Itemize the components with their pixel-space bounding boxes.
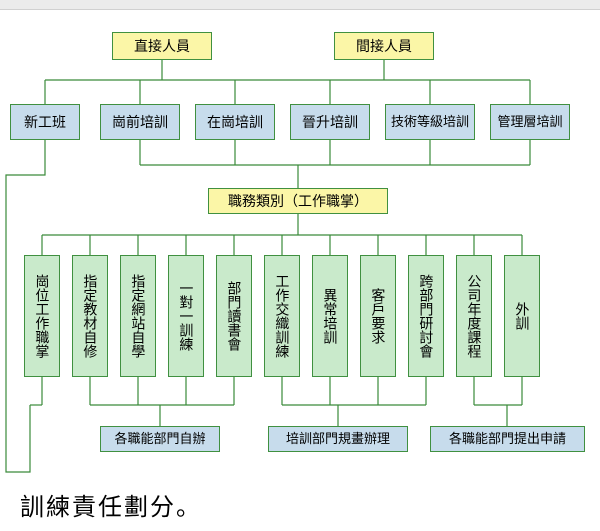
figure-caption: 訓練責任劃分。 [20, 487, 202, 522]
label: 崗位工作職掌 [34, 274, 51, 358]
label: 指定教材自修 [82, 274, 99, 358]
node-direct-staff: 直接人員 [112, 32, 212, 60]
label: 直接人員 [134, 38, 190, 55]
node-output-plan: 培訓部門規畫辦理 [268, 426, 408, 452]
label: 管理層培訓 [497, 114, 562, 130]
label: 在崗培訓 [207, 114, 263, 131]
label: 公司年度課程 [466, 274, 483, 358]
node-customer-request: 客戶要求 [360, 255, 396, 377]
label: 指定網站自學 [130, 274, 147, 358]
node-assigned-website: 指定網站自學 [120, 255, 156, 377]
label: 培訓部門規畫辦理 [286, 431, 390, 447]
node-indirect-staff: 間接人員 [334, 32, 434, 60]
label: 工作交織訓練 [274, 274, 291, 358]
label: 跨部門研討會 [418, 274, 435, 358]
label: 職務類別（工作職掌） [228, 193, 368, 210]
label: 崗前培訓 [112, 114, 168, 131]
node-manager-training: 管理層培訓 [490, 104, 570, 140]
node-job-duty: 崗位工作職掌 [24, 255, 60, 377]
label: 各職能部門自辦 [114, 431, 205, 447]
node-external-training: 外訓 [504, 255, 540, 377]
label: 客戶要求 [370, 288, 387, 344]
node-output-self: 各職能部門自辦 [100, 426, 220, 452]
caption-text: 訓練責任劃分。 [20, 494, 202, 521]
label: 一對一訓練 [178, 281, 195, 351]
node-crossdept-seminar: 跨部門研討會 [408, 255, 444, 377]
label: 異常培訓 [322, 288, 339, 344]
node-annual-course: 公司年度課程 [456, 255, 492, 377]
node-assigned-material: 指定教材自修 [72, 255, 108, 377]
label: 部門讀書會 [226, 281, 243, 351]
label: 晉升培訓 [302, 114, 358, 131]
label: 新工班 [24, 114, 66, 131]
node-output-apply: 各職能部門提出申請 [430, 426, 585, 452]
connector-lines [0, 10, 600, 480]
label: 各職能部門提出申請 [449, 431, 566, 447]
window-topbar [0, 0, 600, 10]
node-job-category: 職務類別（工作職掌） [208, 188, 388, 214]
node-abnormal-training: 異常培訓 [312, 255, 348, 377]
label: 間接人員 [356, 38, 412, 55]
diagram-stage: 直接人員 間接人員 新工班 崗前培訓 在崗培訓 晉升培訓 技術等級培訓 管理層培… [0, 10, 600, 480]
node-one-on-one: 一對一訓練 [168, 255, 204, 377]
node-skill-grade-training: 技術等級培訓 [385, 104, 475, 140]
node-onjob-training: 在崗培訓 [195, 104, 275, 140]
node-dept-bookclub: 部門讀書會 [216, 255, 252, 377]
node-new-worker-class: 新工班 [10, 104, 80, 140]
label: 技術等級培訓 [391, 114, 469, 130]
node-prejob-training: 崗前培訓 [100, 104, 180, 140]
label: 外訓 [514, 302, 531, 330]
node-job-rotation: 工作交織訓練 [264, 255, 300, 377]
node-promotion-training: 晉升培訓 [290, 104, 370, 140]
